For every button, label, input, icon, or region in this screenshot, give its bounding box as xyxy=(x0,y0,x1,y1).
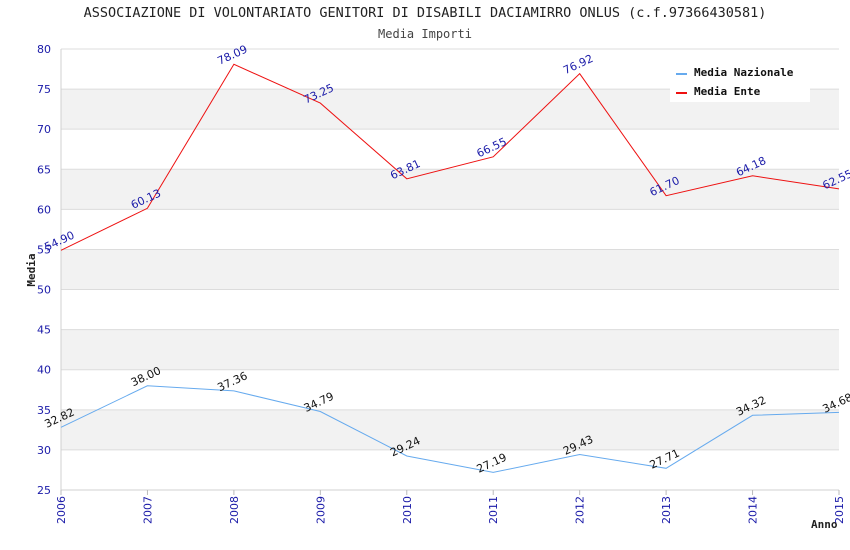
x-tick-label: 2012 xyxy=(574,496,587,524)
chart-subtitle: Media Importi xyxy=(378,27,472,41)
chart-background-bands xyxy=(61,89,839,450)
x-axis-ticks: 2006 2007 2008 2009 2010 2011 2012 2013 2014 2015 xyxy=(55,490,846,524)
y-tick-label: 55 xyxy=(37,243,51,256)
data-label: 76.92 xyxy=(561,52,595,77)
y-tick-label: 60 xyxy=(37,203,51,216)
y-tick-label: 40 xyxy=(37,364,51,377)
y-axis-title: Media xyxy=(25,253,38,286)
x-tick-label: 2013 xyxy=(660,496,673,524)
legend-label: Media Ente xyxy=(694,85,761,98)
y-tick-label: 75 xyxy=(37,83,51,96)
x-axis-title: Anno xyxy=(811,518,838,531)
y-tick-label: 25 xyxy=(37,484,51,497)
chart-title: ASSOCIAZIONE DI VOLONTARIATO GENITORI DI… xyxy=(83,5,767,21)
data-label: 66.55 xyxy=(475,135,509,160)
chart-axes xyxy=(60,49,839,491)
y-tick-label: 70 xyxy=(37,123,51,136)
x-tick-label: 2009 xyxy=(314,496,327,524)
y-tick-label: 45 xyxy=(37,324,51,337)
background-band xyxy=(61,329,839,370)
series-line-media-ente xyxy=(60,63,840,251)
chart-gridlines xyxy=(61,48,839,491)
y-tick-label: 30 xyxy=(37,444,51,457)
chart-series-lines xyxy=(60,63,840,473)
y-tick-label: 35 xyxy=(37,404,51,417)
series-line-media-nazionale xyxy=(60,385,840,473)
y-axis-ticks: 25 30 35 40 45 50 55 60 65 70 75 80 xyxy=(37,43,51,497)
y-tick-label: 65 xyxy=(37,163,51,176)
legend-box xyxy=(670,60,810,102)
y-tick-label: 50 xyxy=(37,284,51,297)
x-tick-label: 2006 xyxy=(55,496,68,524)
background-band xyxy=(61,169,839,210)
data-label: 78.09 xyxy=(215,43,249,68)
background-band xyxy=(61,409,839,450)
x-tick-label: 2010 xyxy=(401,496,414,524)
chart-legend: Media Nazionale Media Ente xyxy=(670,60,810,102)
legend-label: Media Nazionale xyxy=(694,66,794,79)
x-tick-label: 2014 xyxy=(747,496,760,524)
x-tick-label: 2015 xyxy=(833,496,846,524)
background-band xyxy=(61,249,839,290)
x-tick-label: 2011 xyxy=(487,496,500,524)
x-tick-label: 2007 xyxy=(141,496,154,524)
y-tick-label: 80 xyxy=(37,43,51,56)
x-tick-label: 2008 xyxy=(228,496,241,524)
